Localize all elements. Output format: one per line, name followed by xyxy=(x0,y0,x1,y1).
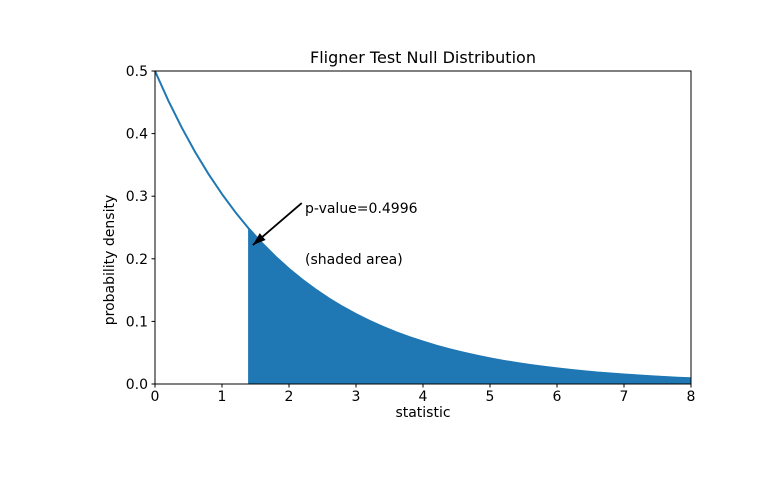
annotation-line-1: p-value=0.4996 xyxy=(305,201,418,217)
x-tick-label: 4 xyxy=(419,389,428,405)
annotation: p-value=0.4996 (shaded area) xyxy=(305,167,418,303)
annotation-line-2: (shaded area) xyxy=(305,252,403,268)
x-axis-label: statistic xyxy=(395,405,451,421)
x-tick-label: 0 xyxy=(151,389,160,405)
x-tick-label: 6 xyxy=(553,389,562,405)
chart-title: Fligner Test Null Distribution xyxy=(310,48,536,67)
y-tick-label: 0.0 xyxy=(126,377,148,393)
x-tick-label: 8 xyxy=(687,389,696,405)
shaded-area xyxy=(248,227,691,384)
y-tick-label: 0.5 xyxy=(126,64,148,80)
x-tick-label: 1 xyxy=(218,389,227,405)
density-curve xyxy=(154,70,692,380)
x-tick-label: 5 xyxy=(486,389,495,405)
x-tick-label: 2 xyxy=(285,389,294,405)
y-tick-label: 0.2 xyxy=(126,252,148,268)
annotation-arrow xyxy=(252,202,303,246)
y-tick-label: 0.1 xyxy=(126,314,148,330)
x-tick-label: 3 xyxy=(352,389,361,405)
y-axis-label: probability density xyxy=(102,194,118,326)
x-tick-label: 7 xyxy=(620,389,629,405)
y-tick-label: 0.4 xyxy=(126,127,148,143)
y-tick-label: 0.3 xyxy=(126,189,148,205)
axes-frame xyxy=(154,70,692,385)
